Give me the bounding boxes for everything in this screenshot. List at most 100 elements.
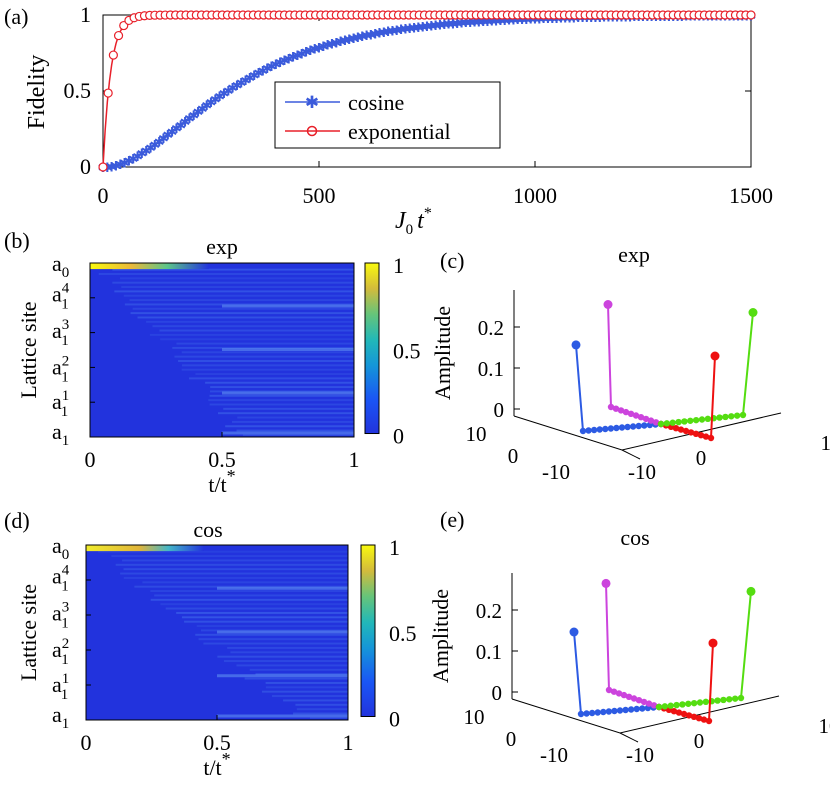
chain-green-point xyxy=(704,415,712,423)
heatmap-row xyxy=(123,576,349,579)
chain-blue-point xyxy=(611,707,618,715)
heatmap-row xyxy=(181,616,348,619)
heatmap-row xyxy=(159,329,354,332)
chain-blue-point xyxy=(588,709,596,717)
chain-green-point xyxy=(698,416,706,423)
chain-red-point xyxy=(680,710,688,718)
cosine-point: ✱ xyxy=(499,13,510,28)
heatmap-row xyxy=(174,355,354,358)
heatmap-bright-row xyxy=(222,391,354,395)
heatmap-row xyxy=(165,607,348,610)
cosine-point: ✱ xyxy=(171,121,182,136)
heatmap-row xyxy=(132,307,354,310)
cosine-point: ✱ xyxy=(517,12,528,27)
colorbar-tick-label: 1 xyxy=(393,253,404,278)
heatmap-row xyxy=(208,399,354,402)
xlabel-sub: 0 xyxy=(406,222,414,238)
heatmap-row xyxy=(196,625,348,628)
chain-green-point xyxy=(655,703,663,711)
cosine-point: ✱ xyxy=(279,53,290,68)
cosine-point: ✱ xyxy=(378,25,389,40)
heatmap-bright-row xyxy=(217,714,348,718)
cosine-point: ✱ xyxy=(452,16,463,31)
x-tick-label: 0 xyxy=(508,444,519,468)
cosine-point: ✱ xyxy=(374,26,385,41)
magenta-peak xyxy=(601,578,611,588)
cosine-point: ✱ xyxy=(275,55,286,70)
chain-magenta-point xyxy=(635,697,643,704)
plot3d-e: 0.2 0.1 0 Amplitude 10 0 -10 -10 0 10 xyxy=(428,573,830,767)
heatmap-xlabel: t/t* xyxy=(203,749,230,780)
cosine-point: ✱ xyxy=(244,70,255,85)
cosine-point: ✱ xyxy=(283,51,294,66)
cosine-point: ✱ xyxy=(184,111,195,126)
y-tick-label: 0 xyxy=(80,154,91,179)
site-label: a1 xyxy=(52,702,69,732)
z-tick-label: 0.1 xyxy=(476,640,502,664)
site-label: a3 1 xyxy=(52,599,69,631)
colorbar-tick-label: 0.5 xyxy=(389,621,417,646)
cosine-point: ✱ xyxy=(352,30,363,45)
cosine-point: ✱ xyxy=(361,28,372,43)
series-exponential xyxy=(98,10,756,172)
cosine-point: ✱ xyxy=(288,50,299,65)
cosine-point: ✱ xyxy=(417,19,428,34)
cosine-point: ✱ xyxy=(223,83,234,98)
heatmap-row xyxy=(265,681,348,684)
chain-green-point xyxy=(679,701,686,708)
chain-green-point xyxy=(667,702,674,709)
heatmap-bright-row xyxy=(222,431,354,435)
legend-marker-cosine: ✱ xyxy=(305,93,319,112)
red-peak xyxy=(710,351,720,361)
chain-green-point xyxy=(661,703,669,710)
heatmap-row xyxy=(265,686,348,689)
heatmap-row xyxy=(231,420,354,423)
legend-label-exponential: exponential xyxy=(348,119,451,144)
cosine-point: ✱ xyxy=(504,13,515,28)
heatmap-row xyxy=(249,668,348,671)
cosine-point: ✱ xyxy=(327,36,338,51)
heatmap-row xyxy=(181,351,354,354)
heatmap-row xyxy=(130,312,354,315)
heatmap-row xyxy=(225,425,354,428)
heatmap-row xyxy=(120,277,355,280)
heatmap-row xyxy=(209,390,354,393)
cosine-point: ✱ xyxy=(318,39,329,54)
chain-magenta-point xyxy=(645,700,653,707)
cosine-point: ✱ xyxy=(236,75,247,90)
cosine-point: ✱ xyxy=(465,15,476,30)
heatmap-row xyxy=(124,303,354,306)
panel-e: (e) cos 0.2 0.1 0 Amplitude 10 0 -10 -10 0 10 xyxy=(428,507,830,767)
green-stem xyxy=(740,591,752,699)
heatmap-row xyxy=(205,381,354,384)
heatmap-row xyxy=(230,651,348,654)
chain-green-point xyxy=(669,419,676,426)
exponential-point xyxy=(108,50,118,60)
chain-blue-point xyxy=(613,424,620,432)
cosine-point: ✱ xyxy=(128,151,139,166)
cosine-point: ✱ xyxy=(387,23,398,38)
cosine-point: ✱ xyxy=(443,17,454,32)
heatmap-row xyxy=(236,664,348,667)
heatmap-row xyxy=(123,294,354,297)
y-tick-label: 1 xyxy=(80,2,91,27)
cosine-point: ✱ xyxy=(512,12,523,27)
cosine-point: ✱ xyxy=(508,12,519,27)
plot-a-ylabel: Fidelity xyxy=(24,55,50,130)
blue-peak xyxy=(569,627,579,637)
chain-green-point xyxy=(733,412,741,419)
cosine-point: ✱ xyxy=(404,21,415,36)
chain-red-point xyxy=(672,425,680,432)
heatmap-row xyxy=(242,433,354,436)
cosine-point: ✱ xyxy=(175,118,186,133)
chain-magenta-point xyxy=(652,419,660,426)
y-tick-label: -10 xyxy=(626,743,654,767)
cosine-point: ✱ xyxy=(301,45,312,60)
heatmap-row xyxy=(189,377,354,380)
cosine-point: ✱ xyxy=(292,48,303,63)
heatmap-row xyxy=(120,572,348,575)
cosine-point: ✱ xyxy=(231,78,242,93)
plot3d-e-title: cos xyxy=(620,525,649,550)
site-label: a4 1 xyxy=(52,563,70,595)
